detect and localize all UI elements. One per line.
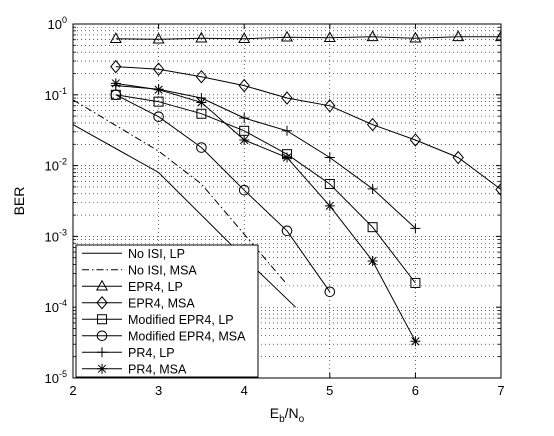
y-axis-label: BER <box>11 187 27 216</box>
data-point-modified-epr4-msa <box>153 111 164 123</box>
data-point-epr4-msa <box>366 117 379 132</box>
data-point-modified-epr4-msa <box>281 225 293 237</box>
y-tick-label: 10-2 <box>45 157 67 174</box>
x-tick-label: 3 <box>155 383 162 398</box>
x-tick-label: 5 <box>326 383 333 398</box>
x-tick-label: 4 <box>241 383 248 398</box>
series-line-no-isi-msa <box>73 99 288 285</box>
series-line-pr4-msa <box>115 82 416 342</box>
data-point-pr4-msa <box>282 152 292 163</box>
data-point-epr4-lp <box>366 30 379 42</box>
data-point-modified-epr4-msa <box>238 184 250 196</box>
legend-label-epr4-lp: EPR4, LP <box>128 280 183 294</box>
data-point-modified-epr4-lp <box>324 178 335 189</box>
grid-lines <box>72 24 502 379</box>
series-line-epr4-msa <box>115 66 501 190</box>
data-point-pr4-msa <box>324 200 335 211</box>
marker-layer <box>109 30 501 347</box>
data-point-epr4-lp <box>109 32 122 43</box>
data-point-epr4-msa <box>195 69 208 84</box>
legend-label-modified-epr4-msa: Modified EPR4, MSA <box>128 329 246 343</box>
data-point-pr4-msa <box>367 255 378 266</box>
data-point-epr4-lp <box>280 30 294 42</box>
legend-label-modified-epr4-lp: Modified EPR4, LP <box>128 313 234 327</box>
data-point-pr4-lp <box>324 152 335 163</box>
data-point-pr4-lp <box>367 183 378 194</box>
series-line-no-isi-lp <box>73 124 296 308</box>
legend-marker-epr4-lp <box>95 279 109 291</box>
data-point-pr4-msa <box>196 97 207 108</box>
data-point-epr4-msa <box>238 78 250 93</box>
y-tick-label: 10-1 <box>45 86 67 103</box>
data-point-modified-epr4-lp <box>196 108 207 119</box>
x-tick-label: 6 <box>412 383 419 398</box>
data-point-modified-epr4-msa <box>196 142 207 153</box>
series-line-epr4-lp <box>115 36 501 40</box>
y-tick-label: 10-3 <box>45 227 67 244</box>
legend-box <box>75 244 259 378</box>
series-line-modified-epr4-lp <box>115 94 416 284</box>
axis-ticks: 2 3 4 5 6 7 10-5 10-4 10-3 10-2 10-1 100 <box>45 15 505 398</box>
data-point-epr4-lp <box>238 32 251 43</box>
data-point-modified-epr4-lp <box>367 222 378 233</box>
legend-label-no-isi-msa: No ISI, MSA <box>128 263 197 277</box>
series-layer <box>73 36 501 342</box>
series-line-pr4-lp <box>115 85 416 229</box>
legend-marker-modified-epr4-msa <box>96 330 108 342</box>
data-point-pr4-msa <box>153 84 164 95</box>
legend-marker-modified-epr4-lp <box>97 314 107 325</box>
x-tick-label: 7 <box>497 383 504 398</box>
y-tick-label: 10-4 <box>45 298 67 315</box>
x-axis-label: Eb/No <box>270 405 305 425</box>
data-point-epr4-msa <box>452 150 464 165</box>
data-point-modified-epr4-msa <box>324 286 336 298</box>
legend-label-pr4-msa: PR4, MSA <box>128 362 187 376</box>
data-point-pr4-lp <box>239 113 250 124</box>
data-point-pr4-msa <box>410 336 421 347</box>
data-point-epr4-msa <box>110 59 122 74</box>
y-tick-label: 10-5 <box>45 369 67 386</box>
data-point-modified-epr4-lp <box>410 277 421 288</box>
data-point-epr4-lp <box>409 31 422 43</box>
legend-label-pr4-lp: PR4, LP <box>128 346 175 360</box>
data-point-epr4-msa <box>324 98 336 113</box>
series-line-modified-epr4-msa <box>115 94 331 293</box>
legend-marker-pr4-lp <box>97 347 107 358</box>
y-tick-label: 100 <box>48 15 67 32</box>
data-point-pr4-msa <box>110 78 121 89</box>
data-point-modified-epr4-lp <box>153 96 164 107</box>
data-point-epr4-lp <box>323 31 336 43</box>
x-tick-label: 2 <box>69 383 76 398</box>
data-point-epr4-lp <box>195 31 208 43</box>
data-point-epr4-msa <box>281 91 293 105</box>
legend-label-no-isi-lp: No ISI, LP <box>128 247 185 261</box>
data-point-pr4-msa <box>239 134 250 145</box>
legend: No ISI, LP No ISI, MSA EPR4, LP EPR4, MSA Mo… <box>75 244 259 378</box>
data-point-epr4-msa <box>409 133 422 147</box>
data-point-pr4-lp <box>410 223 421 234</box>
data-point-epr4-lp <box>152 32 165 44</box>
legend-marker-pr4-msa <box>97 363 107 374</box>
legend-label-epr4-msa: EPR4, MSA <box>128 296 195 310</box>
legend-marker-epr4-msa <box>96 295 108 310</box>
data-point-epr4-lp <box>494 30 501 42</box>
data-point-epr4-lp <box>452 30 465 42</box>
data-point-pr4-lp <box>282 125 292 136</box>
data-point-epr4-msa <box>495 182 501 197</box>
data-point-epr4-msa <box>152 62 165 76</box>
plot-frame <box>72 23 502 379</box>
